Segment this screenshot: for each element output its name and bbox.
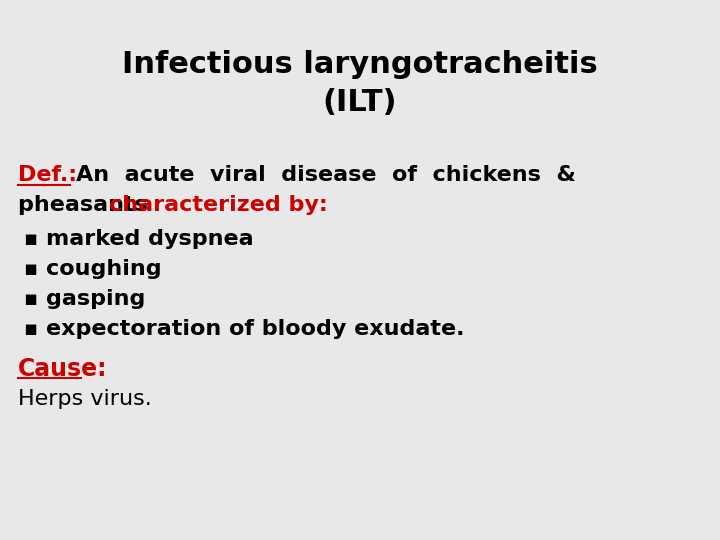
Text: coughing: coughing [46,259,161,279]
Text: Herps virus.: Herps virus. [18,389,152,409]
Text: gasping: gasping [46,289,145,309]
Text: Cause:: Cause: [18,357,107,381]
Text: Def.:: Def.: [18,165,85,185]
Text: ▪: ▪ [23,319,37,339]
Text: expectoration of bloody exudate.: expectoration of bloody exudate. [46,319,464,339]
Text: An  acute  viral  disease  of  chickens  &: An acute viral disease of chickens & [76,165,576,185]
Text: ▪: ▪ [23,259,37,279]
Text: ▪: ▪ [23,289,37,309]
Text: characterized by:: characterized by: [109,195,328,215]
Text: ▪: ▪ [23,229,37,249]
Text: marked dyspnea: marked dyspnea [46,229,253,249]
Text: Infectious laryngotracheitis
(ILT): Infectious laryngotracheitis (ILT) [122,50,598,117]
Text: pheasants: pheasants [18,195,156,215]
